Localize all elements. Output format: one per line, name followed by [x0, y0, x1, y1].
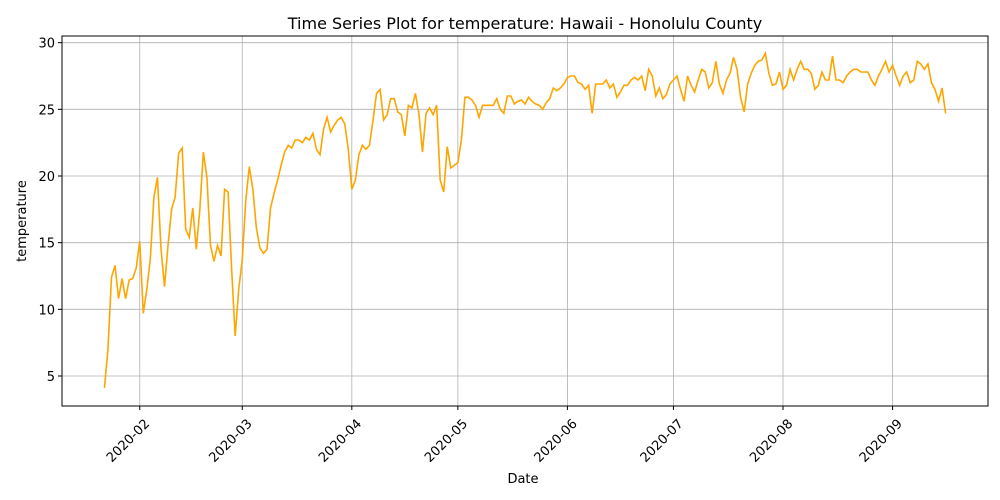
- x-tick-label: 2020-05: [422, 417, 471, 466]
- x-tick-label: 2020-09: [857, 417, 906, 466]
- x-axis-label: Date: [507, 472, 538, 487]
- x-tick-label: 2020-02: [104, 417, 153, 466]
- x-tick-label: 2020-03: [206, 417, 255, 466]
- chart-title: Time Series Plot for temperature: Hawaii…: [287, 14, 762, 33]
- plot-frame: [61, 35, 989, 407]
- series-line: [103, 50, 947, 389]
- x-tick-label: 2020-06: [532, 417, 581, 466]
- x-tick-label: 2020-08: [747, 417, 796, 466]
- y-axis-label: temperature: [15, 180, 30, 262]
- y-tick-label: 30: [38, 37, 55, 52]
- x-tick-label: 2020-07: [638, 417, 687, 466]
- x-tick-label: 2020-04: [316, 417, 365, 466]
- y-tick-label: 5: [47, 370, 55, 385]
- y-tick-label: 25: [38, 103, 55, 118]
- y-tick-label: 20: [38, 170, 55, 185]
- y-tick-label: 15: [38, 237, 55, 252]
- y-tick-label: 10: [38, 303, 55, 318]
